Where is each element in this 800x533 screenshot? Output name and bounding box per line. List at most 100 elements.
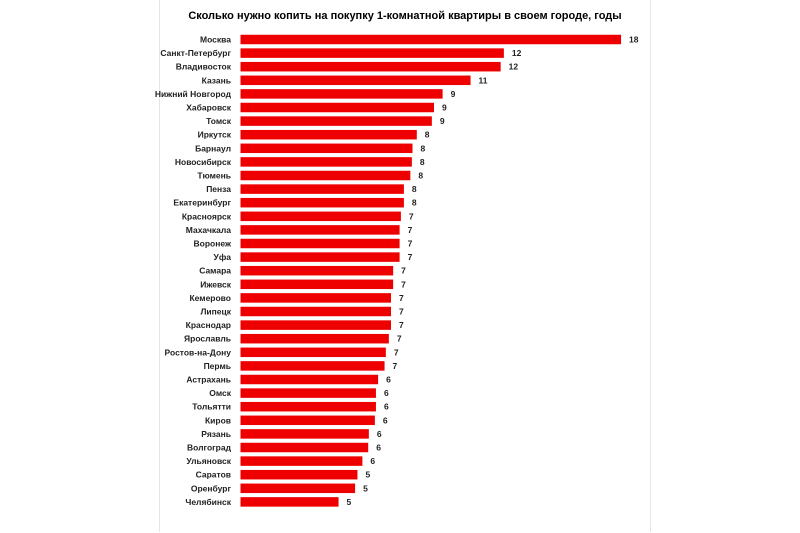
bar — [240, 225, 400, 235]
data-label: 7 — [397, 334, 402, 344]
bar — [240, 170, 411, 181]
bar — [240, 157, 412, 167]
bar — [240, 102, 434, 113]
category-label: Ярославль — [184, 334, 231, 344]
category-label: Санкт-Петербург — [160, 48, 231, 58]
category-label: Кемерово — [189, 293, 231, 303]
bar — [240, 320, 391, 330]
category-label: Тольятти — [192, 402, 231, 412]
bar — [240, 34, 622, 45]
data-label: 9 — [442, 103, 447, 113]
category-label: Волгоград — [187, 443, 232, 453]
data-label: 7 — [409, 211, 414, 221]
category-label: Екатеринбург — [173, 198, 231, 208]
category-label: Барнаул — [195, 143, 231, 153]
bar — [240, 415, 375, 426]
data-label: 6 — [386, 375, 391, 385]
bar — [240, 497, 339, 507]
bar — [240, 483, 356, 494]
category-label: Астрахань — [186, 375, 231, 385]
category-label: Оренбург — [191, 483, 232, 493]
data-label: 7 — [408, 239, 413, 249]
bar — [240, 374, 379, 385]
bar — [240, 456, 363, 466]
bar — [240, 116, 432, 126]
bar — [240, 75, 471, 86]
data-label: 7 — [399, 320, 404, 330]
category-label: Казань — [202, 75, 231, 85]
bar — [240, 306, 391, 317]
category-label: Краснодар — [186, 320, 231, 330]
data-label: 5 — [365, 470, 370, 480]
data-label: 7 — [408, 225, 413, 235]
data-label: 11 — [479, 75, 488, 85]
data-label: 7 — [393, 361, 398, 371]
data-label: 7 — [394, 347, 399, 357]
bar — [240, 279, 394, 290]
category-label: Ижевск — [200, 279, 231, 289]
bar — [240, 265, 394, 276]
bar — [240, 361, 385, 371]
data-label: 12 — [512, 48, 522, 58]
category-label: Уфа — [214, 252, 232, 262]
bar — [240, 442, 369, 453]
data-label: 7 — [401, 266, 406, 276]
data-label: 8 — [425, 130, 430, 140]
bar — [240, 347, 386, 358]
bar — [240, 89, 443, 99]
category-label: Пермь — [204, 361, 231, 371]
data-label: 9 — [451, 89, 456, 99]
data-label: 5 — [363, 483, 368, 493]
bar — [240, 61, 501, 72]
category-label: Липецк — [200, 307, 231, 317]
data-label: 6 — [384, 388, 389, 398]
data-label: 9 — [440, 116, 445, 126]
data-label: 8 — [418, 171, 423, 181]
data-label: 6 — [384, 402, 389, 412]
data-label: 18 — [629, 35, 639, 45]
data-label: 8 — [412, 184, 417, 194]
bar — [240, 401, 376, 412]
data-label: 5 — [347, 497, 352, 507]
chart-title: Сколько нужно копить на покупку 1-комнат… — [188, 10, 622, 22]
category-label: Томск — [206, 116, 232, 126]
bar — [240, 429, 369, 439]
category-label: Самара — [199, 266, 231, 276]
data-label: 8 — [412, 198, 417, 208]
bar — [240, 469, 358, 480]
category-label: Омск — [209, 388, 232, 398]
data-label: 6 — [370, 456, 375, 466]
category-label: Саратов — [196, 470, 231, 480]
bar — [240, 48, 504, 58]
bar — [240, 129, 417, 140]
data-label: 6 — [377, 429, 382, 439]
category-label: Новосибирск — [175, 157, 232, 167]
bar — [240, 333, 389, 344]
category-label: Нижний Новгород — [155, 89, 232, 99]
data-label: 6 — [383, 415, 388, 425]
category-label: Ростов-на-Дону — [165, 347, 232, 357]
data-label: 8 — [421, 143, 426, 153]
plot-frame — [159, 0, 651, 532]
category-label: Рязань — [201, 429, 231, 439]
category-label: Ульяновск — [186, 456, 231, 466]
category-label: Челябинск — [185, 497, 231, 507]
category-label: Красноярск — [182, 211, 232, 221]
category-label: Москва — [200, 35, 231, 45]
data-label: 7 — [399, 307, 404, 317]
category-label: Владивосток — [176, 62, 232, 72]
bar — [240, 252, 400, 262]
data-label: 8 — [420, 157, 425, 167]
data-label: 12 — [509, 62, 519, 72]
data-label: 7 — [408, 252, 413, 262]
bar — [240, 388, 376, 398]
data-label: 7 — [401, 279, 406, 289]
category-label: Хабаровск — [186, 103, 231, 113]
category-label: Воронеж — [194, 239, 232, 249]
bar — [240, 211, 401, 222]
data-label: 7 — [399, 293, 404, 303]
category-label: Тюмень — [197, 171, 231, 181]
bar — [240, 143, 413, 154]
data-label: 6 — [376, 443, 381, 453]
